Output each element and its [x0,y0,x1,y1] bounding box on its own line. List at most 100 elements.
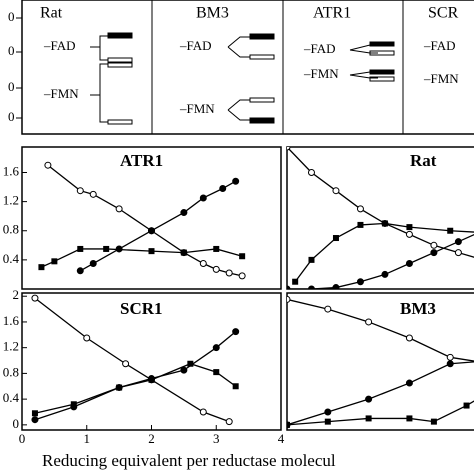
column-title: ATR1 [313,5,351,22]
marker [356,278,364,286]
marker [232,328,240,336]
marker [31,416,39,424]
x-tick-label: 4 [278,431,285,446]
fit-line [294,222,474,283]
marker [212,344,220,352]
marker [122,360,130,368]
marker [357,221,364,228]
marker [180,249,187,256]
marker [287,295,291,303]
marker [212,265,220,273]
y-tick-label: 1.6 [3,313,20,328]
marker [239,253,246,260]
level-bar [249,117,275,124]
marker [365,415,372,422]
y-tick-label: 0.4 [3,390,20,405]
y-tick-label: 1.2 [3,193,19,208]
marker [454,249,462,257]
fit-line [79,180,236,272]
axis-label: 0 [8,43,15,58]
fit-line [34,297,230,423]
marker [199,260,207,268]
marker [307,168,315,176]
level-label: –FAD [303,41,336,56]
column-title: SCR [428,5,459,22]
y-tick-label: 0.4 [3,251,20,266]
level-bar [369,50,395,56]
marker [324,418,331,425]
marker [324,408,332,416]
x-tick-label: 1 [84,431,91,446]
panel-title: SCR1 [120,299,163,318]
marker [225,269,233,277]
y-tick-label: 0.8 [3,364,19,379]
level-label: –FMN [179,101,215,116]
marker [446,353,454,361]
level-bracket [90,35,108,123]
marker [356,205,364,213]
column-title: BM3 [196,5,229,22]
marker [103,245,110,252]
marker [77,245,84,252]
fit-line [287,147,474,258]
marker [430,241,438,249]
panel-title: ATR1 [120,151,163,170]
marker [381,270,389,278]
level-bar [107,119,133,125]
marker [446,360,454,368]
marker [89,190,97,198]
top-frame [21,0,474,135]
y-tick-label: 0.8 [3,222,19,237]
marker [44,161,52,169]
marker [287,285,291,289]
axis-label: 0 [8,109,15,124]
fit-line [287,298,474,362]
marker [232,383,239,390]
marker [180,366,188,374]
axis-label: 0 [8,9,15,24]
fit-line [47,164,243,277]
marker [116,384,123,391]
level-bar [107,57,133,63]
plot-frame [286,146,474,290]
y-tick-label: 1.6 [3,163,20,178]
marker [463,402,470,409]
x-axis-label: Reducing equivalent per reductase molecu… [42,451,336,470]
level-label: –FAD [423,38,456,53]
level-label: –FAD [179,38,212,53]
marker [89,260,97,268]
level-bar [249,33,275,40]
marker [148,227,155,235]
marker [430,249,438,257]
marker [115,205,123,213]
plot-frame [286,292,474,431]
marker [148,376,155,383]
level-bar [369,41,395,47]
marker [454,238,462,246]
fit-line [287,233,474,289]
marker [76,187,84,195]
marker [199,408,207,416]
marker [287,421,290,428]
marker [447,227,454,234]
marker [308,256,315,263]
marker [287,147,291,151]
x-tick-label: 0 [19,431,26,446]
marker [238,272,246,280]
marker [405,334,413,342]
marker [31,410,38,417]
marker [406,415,413,422]
marker [225,418,233,426]
level-bar [369,76,395,82]
axis-label: 0 [8,79,15,94]
level-label: –FMN [43,86,79,101]
marker [187,360,194,367]
level-bracket [227,36,250,121]
panel-title: Rat [410,151,437,170]
level-label: –FMN [423,71,459,86]
fit-line [287,361,474,426]
x-tick-label: 3 [213,431,220,446]
marker [213,369,220,376]
y-tick-label: 0 [13,416,20,431]
